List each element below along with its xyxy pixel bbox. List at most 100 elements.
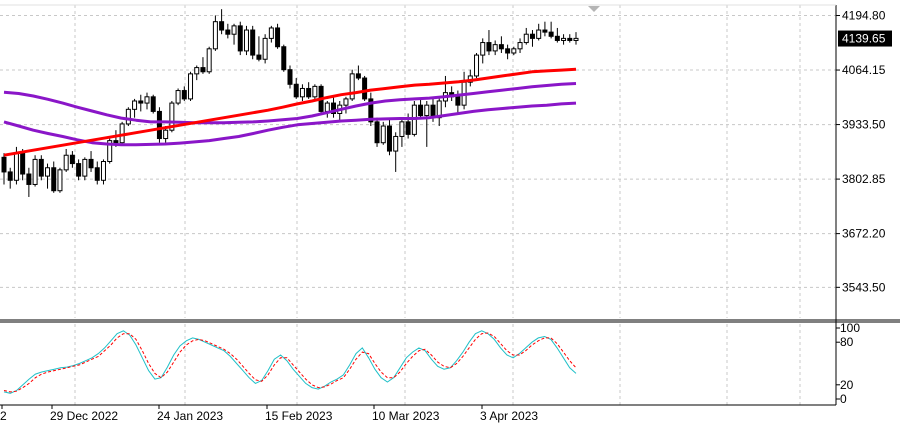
- candle-body: [293, 83, 299, 98]
- candle-body: [287, 69, 293, 85]
- candle-body: [424, 104, 430, 117]
- price-axis: 4194.80 4064.15 3933.50 3802.85 3672.20 …: [842, 9, 886, 295]
- candle-body: [536, 29, 542, 39]
- candle-body: [331, 102, 337, 115]
- candle-body: [256, 54, 262, 60]
- candle-body: [498, 44, 504, 50]
- candle-body: [13, 152, 19, 181]
- candle-body: [324, 102, 330, 112]
- candle-body: [262, 37, 268, 60]
- candle-body: [7, 171, 13, 181]
- candle-body: [212, 21, 218, 50]
- oscillator-tick-label: 80: [840, 335, 854, 349]
- price-tick-label: 4064.15: [842, 63, 886, 77]
- candle-body: [349, 73, 355, 100]
- oscillator-grid: [74, 324, 801, 405]
- price-tick-label: 4194.80: [842, 9, 886, 23]
- moving-average-slow-2: [3, 101, 577, 147]
- candle-body: [169, 102, 175, 131]
- candle-body: [517, 42, 523, 50]
- candle-body: [542, 29, 548, 33]
- candle-body: [107, 140, 113, 162]
- candle-body: [63, 154, 69, 171]
- candle-body: [144, 96, 150, 104]
- candle-body: [486, 42, 492, 52]
- candle-body: [181, 90, 187, 100]
- current-price-value: 4139.65: [842, 32, 886, 46]
- candle-body: [492, 44, 498, 52]
- candle-body: [386, 125, 392, 152]
- candle-body: [343, 98, 349, 106]
- candle-body: [399, 121, 405, 137]
- time-tick-label: 24 Jan 2023: [157, 409, 223, 423]
- price-grid: [0, 5, 836, 318]
- current-price-label: 4139.65: [838, 30, 892, 47]
- candle-body: [529, 33, 535, 39]
- oscillator-tick-label: 20: [840, 378, 854, 392]
- candle-body: [243, 29, 249, 52]
- oscillator-tick-label: 100: [840, 321, 860, 335]
- oscillator-axis: 100 80 20 0: [840, 321, 860, 406]
- oscillator-tick-label: 0: [840, 392, 847, 406]
- stochastic-main-line: [3, 330, 577, 394]
- candle-body: [225, 29, 231, 35]
- candle-body: [306, 87, 312, 98]
- candle-body: [548, 31, 554, 37]
- candle-body: [194, 67, 200, 75]
- candle-body: [150, 96, 156, 112]
- candle-body: [57, 169, 63, 192]
- candle-body: [188, 73, 194, 100]
- candle-body: [32, 158, 38, 185]
- price-tick-label: 3933.50: [842, 118, 886, 132]
- candle-body: [268, 27, 274, 39]
- current-price-badge: [838, 30, 892, 47]
- candle-body: [511, 48, 517, 54]
- candle-body: [26, 173, 32, 185]
- candle-body: [163, 129, 169, 140]
- candle-body: [368, 98, 374, 123]
- moving-average-fast: [3, 67, 577, 157]
- candle-body: [380, 125, 386, 144]
- triangle-down-icon[interactable]: [588, 6, 600, 12]
- price-tick-label: 3543.50: [842, 280, 886, 294]
- candle-body: [275, 27, 281, 48]
- time-tick-label: 2: [0, 409, 7, 423]
- candle-body: [393, 135, 399, 152]
- candle-body: [362, 77, 368, 100]
- candle-body: [138, 100, 144, 104]
- candle-body: [88, 158, 94, 169]
- candle-body: [299, 87, 305, 98]
- candle-body: [281, 46, 287, 71]
- chart-frames: [0, 4, 900, 409]
- moving-average-lines: [3, 67, 577, 157]
- time-axis: 2 29 Dec 2022 24 Jan 2023 15 Feb 2023 10…: [0, 409, 538, 423]
- time-tick-label: 29 Dec 2022: [50, 409, 118, 423]
- candle-body: [113, 140, 119, 144]
- candle-body: [505, 48, 511, 54]
- candle-body: [374, 121, 380, 144]
- candle-body: [175, 90, 181, 104]
- stochastic-signal-line: [3, 332, 577, 393]
- candle-body: [82, 158, 88, 177]
- moving-average-slow: [3, 82, 577, 125]
- candle-body: [554, 35, 560, 41]
- candle-body: [567, 37, 573, 41]
- candle-body: [523, 33, 529, 44]
- candle-body: [573, 37, 579, 41]
- candle-body: [20, 152, 26, 175]
- candle-body: [156, 110, 162, 140]
- candle-body: [355, 73, 361, 79]
- candle-body: [474, 54, 480, 77]
- time-tick-label: 10 Mar 2023: [372, 409, 440, 423]
- candle-body: [38, 158, 44, 177]
- price-tick-label: 3802.85: [842, 172, 886, 186]
- candle-body: [132, 100, 138, 110]
- candle-body: [76, 163, 82, 177]
- candle-body: [206, 48, 212, 73]
- candle-body: [125, 108, 131, 125]
- candle-body: [250, 29, 256, 56]
- candle-body: [418, 104, 424, 117]
